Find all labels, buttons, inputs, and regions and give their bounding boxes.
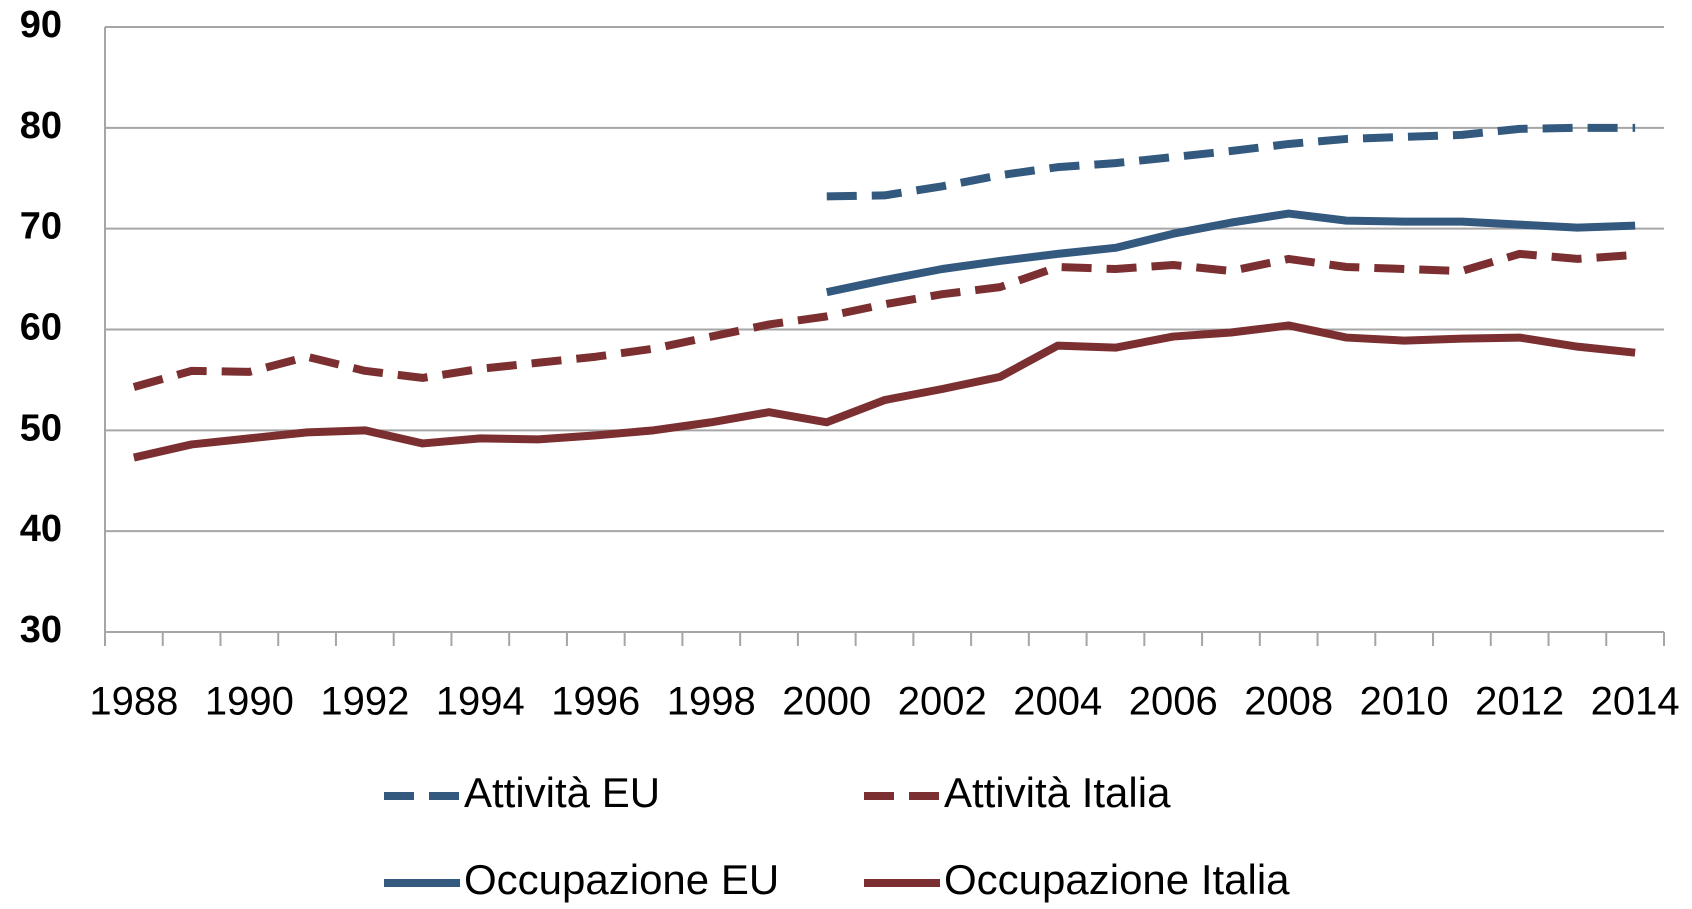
x-tick-label: 2008 bbox=[1244, 680, 1333, 724]
legend-label: Occupazione Italia bbox=[944, 856, 1290, 903]
x-tick-label: 1988 bbox=[89, 680, 178, 724]
x-tick-label: 1998 bbox=[667, 680, 756, 724]
x-tick-label: 2014 bbox=[1591, 680, 1680, 724]
series-line bbox=[825, 209, 1636, 297]
x-tick-label: 1990 bbox=[205, 680, 294, 724]
legend-label: Attività EU bbox=[464, 769, 660, 816]
x-tick-label: 1992 bbox=[320, 680, 409, 724]
x-tick-label: 1996 bbox=[551, 680, 640, 724]
y-tick-label: 30 bbox=[20, 609, 62, 651]
series-line bbox=[132, 321, 1636, 462]
legend-label: Occupazione EU bbox=[464, 856, 779, 903]
legend-label: Attività Italia bbox=[944, 769, 1171, 816]
x-tick-label: 2002 bbox=[898, 680, 987, 724]
x-tick-label: 2010 bbox=[1360, 680, 1449, 724]
x-tick-label: 2004 bbox=[1013, 680, 1102, 724]
y-tick-label: 60 bbox=[20, 307, 62, 349]
y-tick-label: 50 bbox=[20, 407, 62, 449]
y-tick-label: 70 bbox=[20, 206, 62, 248]
series-line bbox=[826, 123, 1636, 201]
x-tick-label: 2012 bbox=[1475, 680, 1564, 724]
x-tick-label: 1994 bbox=[436, 680, 525, 724]
y-tick-label: 90 bbox=[20, 4, 62, 46]
y-tick-label: 80 bbox=[20, 105, 62, 147]
y-tick-label: 40 bbox=[20, 508, 62, 550]
series-line bbox=[132, 249, 1636, 391]
x-tick-label: 2000 bbox=[782, 680, 871, 724]
x-tick-label: 2006 bbox=[1129, 680, 1218, 724]
